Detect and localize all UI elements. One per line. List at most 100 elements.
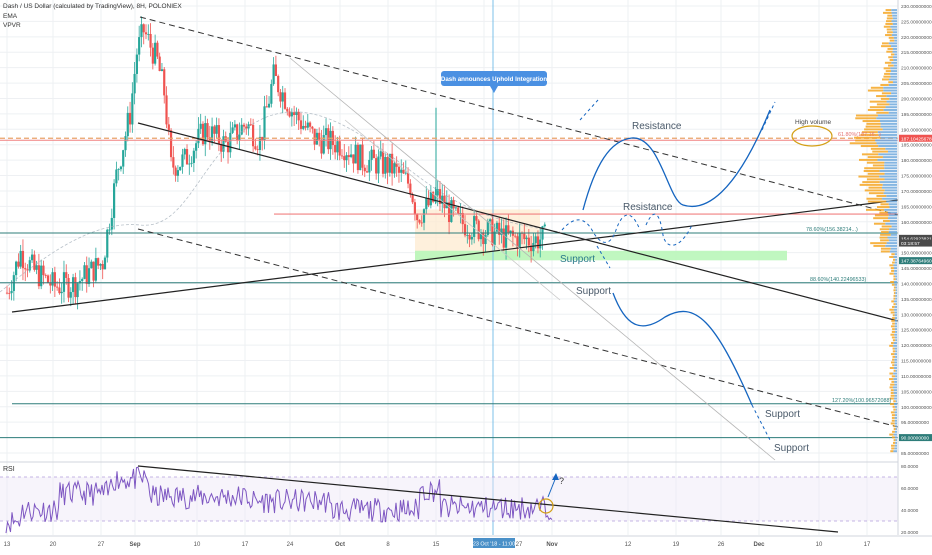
vpvr-bar-down <box>890 247 897 250</box>
vpvr-bar-down <box>879 120 897 123</box>
vpvr-bar-down <box>884 164 897 167</box>
vpvr-bar-up <box>889 59 894 62</box>
candle-body <box>113 183 116 218</box>
vpvr-bar-down <box>876 117 897 120</box>
candle-body <box>119 166 123 170</box>
price-axis-bg <box>898 0 932 550</box>
time-tick-label: 13 <box>4 542 11 548</box>
vpvr-bar-down <box>893 272 897 275</box>
candle-body <box>165 95 168 125</box>
candle-body <box>46 275 50 283</box>
vpvr-bar-up <box>888 56 893 59</box>
candle-body <box>286 108 289 112</box>
vpvr-bar-up <box>889 386 893 389</box>
candle-body <box>179 166 182 171</box>
price-tick-label: 205.00000000 <box>901 81 932 87</box>
vpvr-bar-down <box>891 45 897 48</box>
candle-body <box>92 261 95 281</box>
price-badge-low: 147.38764960 <box>901 259 932 265</box>
vpvr-bar-down <box>893 64 897 67</box>
time-tick-label: 10 <box>194 542 201 548</box>
vpvr-bar-down <box>892 56 897 59</box>
vpvr-bar-down <box>890 67 897 70</box>
vpvr-bar-down <box>894 364 897 367</box>
vpvr-bar-up <box>864 167 885 170</box>
vpvr-bar-down <box>894 444 897 447</box>
vpvr-bar-down <box>895 292 897 295</box>
vpvr-bar-up <box>881 78 890 81</box>
vpvr-bar-down <box>878 145 897 148</box>
candle-body <box>470 236 473 240</box>
label-resistance-lower: Resistance <box>623 202 673 213</box>
candle-body <box>297 111 300 121</box>
candle-body <box>10 291 13 294</box>
vpvr-bar-down <box>894 305 897 308</box>
vpvr-bar-up <box>889 264 894 267</box>
time-tick-label: Oct <box>335 542 345 548</box>
candle-body <box>500 228 503 235</box>
vpvr-bar-up <box>855 139 876 142</box>
vpvr-bar-up <box>889 397 894 400</box>
vpvr-bar-up <box>893 425 896 428</box>
vpvr-bar-up <box>890 450 894 453</box>
vpvr-bar-down <box>883 192 897 195</box>
vpvr-bar-up <box>872 164 885 167</box>
vpvr-bar-up <box>882 219 890 222</box>
time-tick-label: 27 <box>516 542 523 548</box>
vpvr-bar-up <box>890 422 895 425</box>
candle-body <box>151 47 154 64</box>
vpvr-bar-down <box>884 189 897 192</box>
vpvr-bar-up <box>893 294 896 297</box>
candle-body <box>406 172 410 184</box>
candle-body <box>495 222 499 232</box>
vpvr-bar-up <box>893 275 896 278</box>
candle-body <box>190 162 193 164</box>
vpvr-bar-up <box>893 258 896 261</box>
vpvr-bar-down <box>886 100 897 103</box>
price-tick-label: 220.00000000 <box>901 35 932 41</box>
vpvr-bar-up <box>885 34 892 37</box>
candle-body <box>254 146 257 150</box>
candle-body <box>377 156 380 174</box>
ema-line <box>0 111 561 293</box>
candle-body <box>475 216 478 221</box>
vpvr-bar-up <box>890 403 895 406</box>
candle-body <box>504 225 508 248</box>
time-tick-label: 20 <box>50 542 57 548</box>
price-badge-time: 03:18:57 <box>901 241 920 247</box>
vpvr-bar-up <box>889 272 894 275</box>
candle-body <box>183 149 186 155</box>
vpvr-bar-down <box>884 161 897 164</box>
vpvr-bar-up <box>887 31 893 34</box>
vpvr-bar-up <box>893 303 896 306</box>
legend-ema[interactable]: EMA <box>3 13 18 20</box>
legend-vpvr[interactable]: VPVR <box>3 22 21 29</box>
vpvr-bar-up <box>891 305 895 308</box>
candle-body <box>60 291 63 294</box>
rsi-label[interactable]: RSI <box>3 466 15 473</box>
candle-body <box>386 157 389 173</box>
vpvr-bar-down <box>894 347 897 350</box>
projection-up <box>582 109 771 211</box>
vpvr-bar-up <box>880 233 891 236</box>
candle-body <box>363 167 366 172</box>
candle-body <box>427 197 430 206</box>
candle-body <box>74 277 77 298</box>
time-tick-label: 17 <box>864 542 871 548</box>
price-tick-label: 170.00000000 <box>901 189 932 195</box>
candle-body <box>484 235 487 245</box>
candle-body <box>322 135 325 154</box>
vpvr-bar-up <box>885 22 893 25</box>
vpvr-bar-down <box>894 383 897 386</box>
time-axis-bg <box>0 536 932 550</box>
vpvr-bar-up <box>866 161 885 164</box>
vpvr-bar-down <box>887 211 897 214</box>
candle-body <box>135 54 138 74</box>
vpvr-bar-up <box>892 441 896 444</box>
vpvr-bar-up <box>853 136 881 139</box>
candle-body <box>441 195 444 204</box>
price-badge-90-bg <box>899 434 932 442</box>
vpvr-bar-down <box>889 78 897 81</box>
